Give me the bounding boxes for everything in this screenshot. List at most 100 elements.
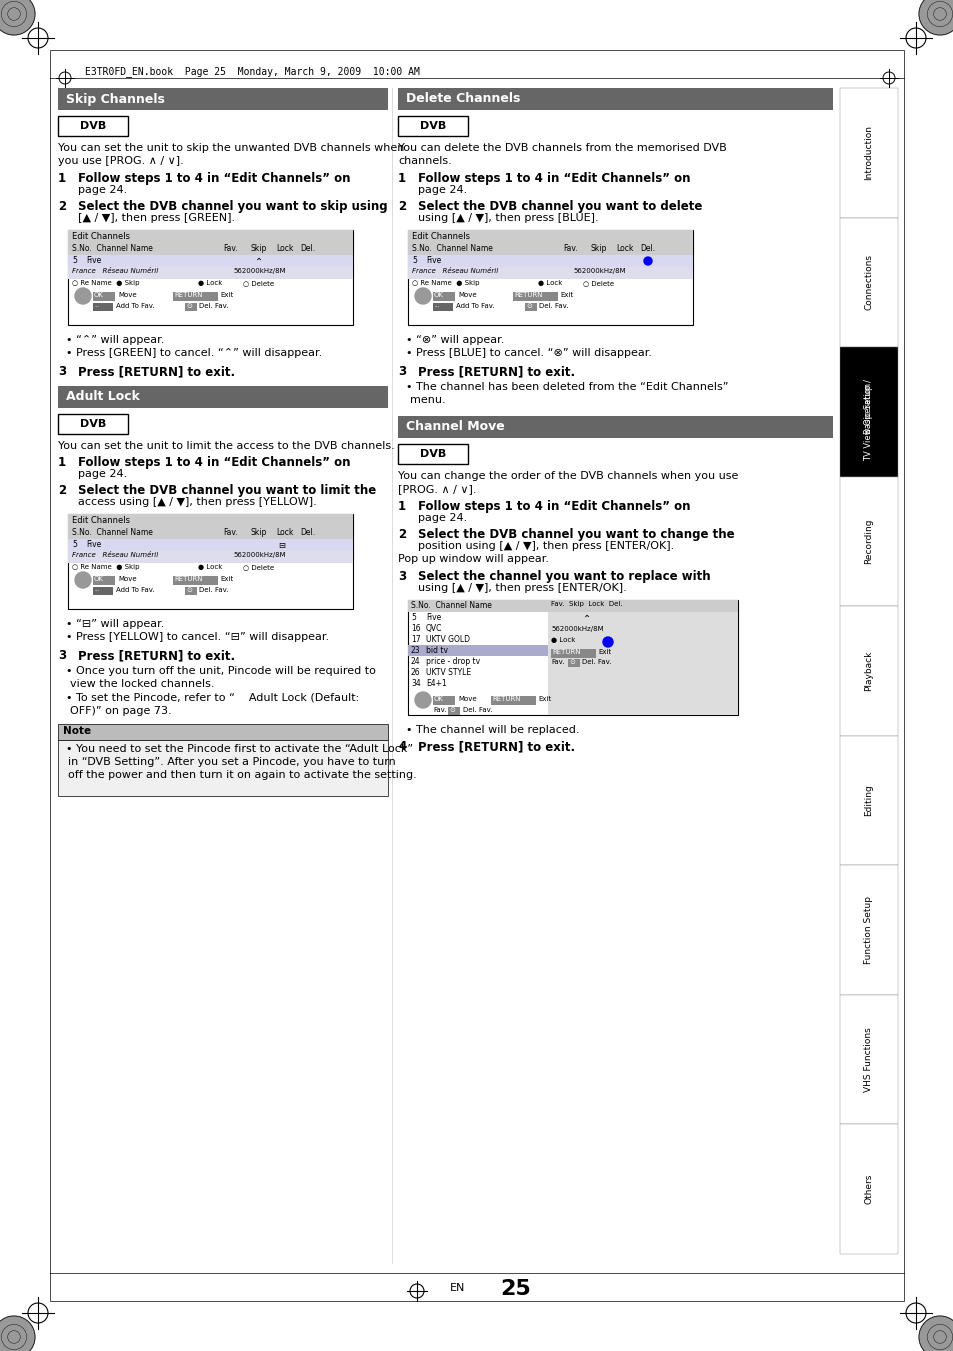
- Circle shape: [918, 0, 953, 35]
- Bar: [68, 230, 353, 326]
- Text: [▲ / ▼], then press [GREEN].: [▲ / ▼], then press [GREEN].: [78, 213, 234, 223]
- Text: Move: Move: [457, 292, 476, 299]
- Text: 2: 2: [397, 200, 406, 213]
- Text: 1: 1: [58, 457, 66, 469]
- Text: Follow steps 1 to 4 in “Edit Channels” on: Follow steps 1 to 4 in “Edit Channels” o…: [417, 500, 690, 513]
- Text: Fav.  Skip  Lock  Del.: Fav. Skip Lock Del.: [551, 601, 622, 607]
- Text: Exit: Exit: [220, 576, 233, 582]
- Text: position using [▲ / ▼], then press [ENTER/OK].: position using [▲ / ▼], then press [ENTE…: [417, 540, 674, 551]
- Bar: [840, 1124, 897, 1254]
- Text: Five: Five: [86, 255, 101, 265]
- Text: ● Lock: ● Lock: [537, 280, 561, 286]
- Text: You can change the order of the DVB channels when you use: You can change the order of the DVB chan…: [397, 471, 738, 481]
- Circle shape: [602, 638, 613, 647]
- Bar: [840, 866, 897, 994]
- Text: • “⊟” will appear.: • “⊟” will appear.: [66, 619, 164, 630]
- Bar: [408, 600, 547, 612]
- Text: ⌃: ⌃: [254, 257, 263, 267]
- Text: 2: 2: [397, 528, 406, 540]
- Text: menu.: menu.: [410, 394, 445, 405]
- Text: Channel Move: Channel Move: [406, 420, 504, 434]
- Text: You can delete the DVB channels from the memorised DVB: You can delete the DVB channels from the…: [397, 143, 726, 153]
- Bar: [408, 255, 692, 267]
- Text: Function Setup: Function Setup: [863, 896, 873, 965]
- Text: ⊙: ⊙: [186, 586, 192, 593]
- Bar: [840, 477, 897, 607]
- Bar: [840, 347, 897, 477]
- Text: ○ Re Name  ● Skip: ○ Re Name ● Skip: [71, 563, 139, 570]
- Circle shape: [0, 0, 35, 35]
- Text: access using [▲ / ▼], then press [YELLOW].: access using [▲ / ▼], then press [YELLOW…: [78, 497, 316, 507]
- Text: OFF)” on page 73.: OFF)” on page 73.: [70, 707, 172, 716]
- Text: Select the channel you want to replace with: Select the channel you want to replace w…: [417, 570, 710, 584]
- Text: using [▲ / ▼], then press [ENTER/OK].: using [▲ / ▼], then press [ENTER/OK].: [417, 584, 626, 593]
- Bar: [68, 255, 353, 267]
- Text: Fav.: Fav.: [562, 245, 577, 253]
- Text: Del.: Del.: [299, 528, 314, 536]
- Text: Edit Channels: Edit Channels: [412, 232, 470, 240]
- Bar: [840, 607, 897, 736]
- Text: Introduction: Introduction: [863, 126, 873, 180]
- Text: Exit: Exit: [220, 292, 233, 299]
- Text: 562000kHz/8M: 562000kHz/8M: [233, 267, 285, 274]
- Text: in “DVB Setting”. After you set a Pincode, you have to turn: in “DVB Setting”. After you set a Pincod…: [68, 757, 395, 767]
- Text: RETURN: RETURN: [492, 696, 520, 703]
- Text: Adult Lock: Adult Lock: [66, 390, 140, 404]
- Text: 562000kHz/8M: 562000kHz/8M: [233, 553, 285, 558]
- Text: DVB: DVB: [419, 122, 446, 131]
- Bar: [408, 644, 547, 657]
- Bar: [185, 303, 196, 311]
- Text: RETURN: RETURN: [173, 576, 202, 582]
- Bar: [408, 230, 692, 326]
- Text: Add To Fav.: Add To Fav.: [116, 586, 154, 593]
- Text: ● Lock: ● Lock: [198, 280, 222, 286]
- Text: ⊙: ⊙: [525, 303, 532, 309]
- Text: • To set the Pincode, refer to “    Adult Lock (Default:: • To set the Pincode, refer to “ Adult L…: [66, 693, 359, 703]
- Text: page 24.: page 24.: [78, 185, 127, 195]
- Bar: [840, 88, 897, 218]
- Text: ...: ...: [94, 303, 99, 308]
- Text: ○ Delete: ○ Delete: [243, 563, 274, 570]
- Text: • Press [YELLOW] to cancel. “⊟” will disappear.: • Press [YELLOW] to cancel. “⊟” will dis…: [66, 632, 329, 642]
- Bar: [68, 539, 353, 551]
- Text: E4+1: E4+1: [426, 680, 446, 688]
- Text: UKTV STYLE: UKTV STYLE: [426, 667, 471, 677]
- Text: You can set the unit to limit the access to the DVB channels.: You can set the unit to limit the access…: [58, 440, 395, 451]
- Text: 4: 4: [397, 740, 406, 753]
- Text: RETURN: RETURN: [173, 292, 202, 299]
- Text: Edit Channels: Edit Channels: [71, 232, 130, 240]
- Text: • The channel will be replaced.: • The channel will be replaced.: [406, 725, 578, 735]
- Bar: [92, 303, 112, 311]
- Text: 5: 5: [71, 255, 77, 265]
- Text: Del. Fav.: Del. Fav.: [199, 586, 229, 593]
- Text: Recording: Recording: [863, 519, 873, 565]
- Text: Del. Fav.: Del. Fav.: [462, 707, 492, 713]
- Circle shape: [75, 288, 91, 304]
- Circle shape: [415, 288, 431, 304]
- Text: 34: 34: [411, 680, 420, 688]
- Text: Select the DVB channel you want to limit the: Select the DVB channel you want to limit…: [78, 484, 375, 497]
- Text: RETURN: RETURN: [514, 292, 542, 299]
- Text: 1: 1: [397, 500, 406, 513]
- Bar: [567, 659, 579, 667]
- Bar: [397, 88, 832, 109]
- Text: Del. Fav.: Del. Fav.: [581, 659, 611, 665]
- Text: France   Réseau Numéril: France Réseau Numéril: [412, 267, 497, 274]
- Bar: [547, 600, 738, 715]
- Text: • The channel has been deleted from the “Edit Channels”: • The channel has been deleted from the …: [406, 382, 728, 392]
- Text: Basic Setup /: Basic Setup /: [863, 380, 873, 435]
- Text: Skip: Skip: [590, 245, 607, 253]
- Text: Press [RETURN] to exit.: Press [RETURN] to exit.: [417, 740, 575, 753]
- Text: 1: 1: [397, 172, 406, 185]
- Text: Add To Fav.: Add To Fav.: [116, 303, 154, 309]
- Text: Select the DVB channel you want to delete: Select the DVB channel you want to delet…: [417, 200, 701, 213]
- Text: 3: 3: [397, 570, 406, 584]
- Text: • “⊗” will appear.: • “⊗” will appear.: [406, 335, 504, 345]
- Text: Editing: Editing: [863, 785, 873, 816]
- Text: ○ Delete: ○ Delete: [243, 280, 274, 286]
- Text: ○ Re Name  ● Skip: ○ Re Name ● Skip: [412, 280, 479, 286]
- Text: Del.: Del.: [639, 245, 655, 253]
- Bar: [68, 230, 353, 243]
- Text: Fav.: Fav.: [433, 707, 446, 713]
- Bar: [185, 586, 196, 594]
